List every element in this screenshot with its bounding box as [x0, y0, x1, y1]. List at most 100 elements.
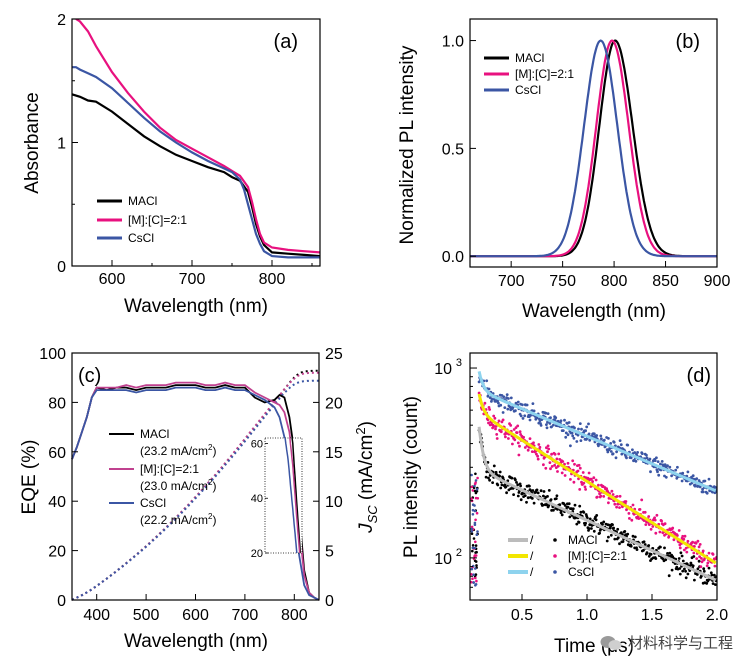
pl-dot-rise	[474, 576, 477, 580]
panel-b-frame	[469, 18, 718, 268]
pl-dot	[627, 512, 631, 515]
pl-dot	[645, 453, 648, 457]
ytick-label-b: 1.0	[442, 34, 464, 51]
pl-dot	[595, 495, 599, 499]
pl-dot-rise	[475, 579, 478, 583]
pl-dot	[578, 466, 582, 470]
panel-b: 700 750 800 850 900 0.0 0.5 1.0 (b) Wavelength …	[397, 18, 730, 322]
pl-dot	[535, 416, 539, 420]
pl-dot-rise	[474, 583, 478, 586]
pl-dot	[495, 433, 499, 436]
pl-dot	[538, 445, 542, 449]
jsc-main: J	[356, 523, 377, 534]
legend-c-mc-jsc-value: 23.0	[144, 479, 168, 493]
xtick-label-b: 800	[601, 273, 628, 290]
y2tick-label-c: 5	[325, 544, 334, 561]
pl-dot	[584, 488, 587, 491]
pl-dot	[595, 514, 599, 517]
pl-dot	[616, 527, 620, 531]
pl-dot	[514, 478, 517, 482]
pl-dot	[647, 515, 651, 518]
pl-dot	[649, 527, 653, 531]
panel-a: 600 700 800 0 1 2 (a) Wavelength (nm) Absorba…	[22, 12, 321, 317]
pl-dot	[711, 582, 715, 585]
pl-dot	[528, 418, 532, 422]
pl-dot	[670, 568, 674, 572]
inset-ytick-label: 20	[251, 548, 263, 560]
ytick-label-a: 1	[57, 136, 66, 153]
pl-dot	[681, 559, 685, 563]
pl-dot	[494, 427, 497, 431]
pl-dot	[542, 490, 546, 493]
panel-d-frame	[469, 352, 718, 601]
pl-dot	[625, 456, 628, 460]
pl-dot	[487, 476, 490, 480]
ytick-label-c: 20	[48, 544, 66, 561]
pl-dot	[487, 406, 491, 409]
pl-dot	[582, 511, 586, 514]
pl-dot	[678, 567, 682, 570]
pl-dot	[486, 394, 490, 398]
pl-dot	[714, 583, 717, 586]
ytick-exp-d: 2	[456, 547, 462, 559]
pl-dot	[653, 518, 657, 522]
pl-dot	[591, 480, 594, 483]
pl-dot-rise	[473, 509, 477, 513]
pl-dot	[686, 572, 690, 576]
xtick-label-d: 1.5	[641, 607, 663, 624]
pl-dot	[532, 501, 536, 505]
pl-dot	[519, 498, 523, 502]
pl-dot	[703, 479, 707, 483]
pl-dot	[592, 476, 596, 480]
series-a-1	[75, 19, 320, 254]
y2tick-label-c: 20	[325, 395, 343, 412]
pl-dot	[487, 387, 491, 391]
pl-dot	[691, 564, 695, 568]
pl-dot	[711, 553, 715, 556]
pl-dot	[575, 522, 579, 526]
pl-dot	[576, 469, 580, 473]
pl-dot	[706, 579, 710, 583]
pl-dot	[553, 463, 556, 467]
ytick-label-c: 60	[48, 445, 66, 462]
xtick-label-c: 400	[83, 607, 110, 624]
pl-dot	[599, 494, 603, 498]
legend-c-mc: [M]:[C]=2:1	[140, 462, 199, 476]
pl-dot	[654, 557, 658, 560]
pl-dot	[545, 423, 548, 426]
xtick-label-b: 750	[549, 273, 576, 290]
pl-dot	[653, 459, 657, 462]
panel-d-plot-area	[470, 371, 717, 587]
pl-dot	[567, 502, 571, 506]
pl-dot	[693, 578, 696, 582]
pl-dot	[611, 493, 615, 496]
pl-dot-rise	[475, 550, 478, 554]
pl-dot	[638, 508, 642, 511]
pl-dot	[645, 551, 649, 555]
legend-a-macl: MACl	[128, 194, 157, 208]
pl-dot-rise	[472, 581, 476, 584]
pl-dot	[623, 530, 627, 533]
pl-dot	[544, 466, 548, 470]
pl-dot-rise	[470, 573, 473, 576]
pl-dot	[525, 500, 528, 504]
pl-dot	[488, 478, 491, 482]
pl-dot	[555, 457, 559, 461]
pl-dot	[516, 441, 520, 445]
legend-d-dot-macl	[553, 538, 557, 542]
pl-dot	[526, 448, 530, 452]
legend-b-cscl: CsCl	[515, 83, 541, 97]
legend-c-cscl: CsCl	[140, 496, 166, 510]
pl-dot	[609, 450, 613, 453]
pl-dot	[607, 437, 610, 440]
pl-dot	[560, 471, 564, 475]
pl-dot-rise	[474, 496, 478, 500]
pl-dot	[573, 426, 576, 430]
pl-dot	[499, 430, 503, 434]
pl-dot	[515, 431, 519, 434]
pl-dot	[536, 454, 539, 458]
pl-dot	[615, 450, 618, 454]
series-a-2	[72, 66, 320, 259]
pl-dot	[698, 555, 701, 559]
pl-dot	[550, 452, 553, 456]
